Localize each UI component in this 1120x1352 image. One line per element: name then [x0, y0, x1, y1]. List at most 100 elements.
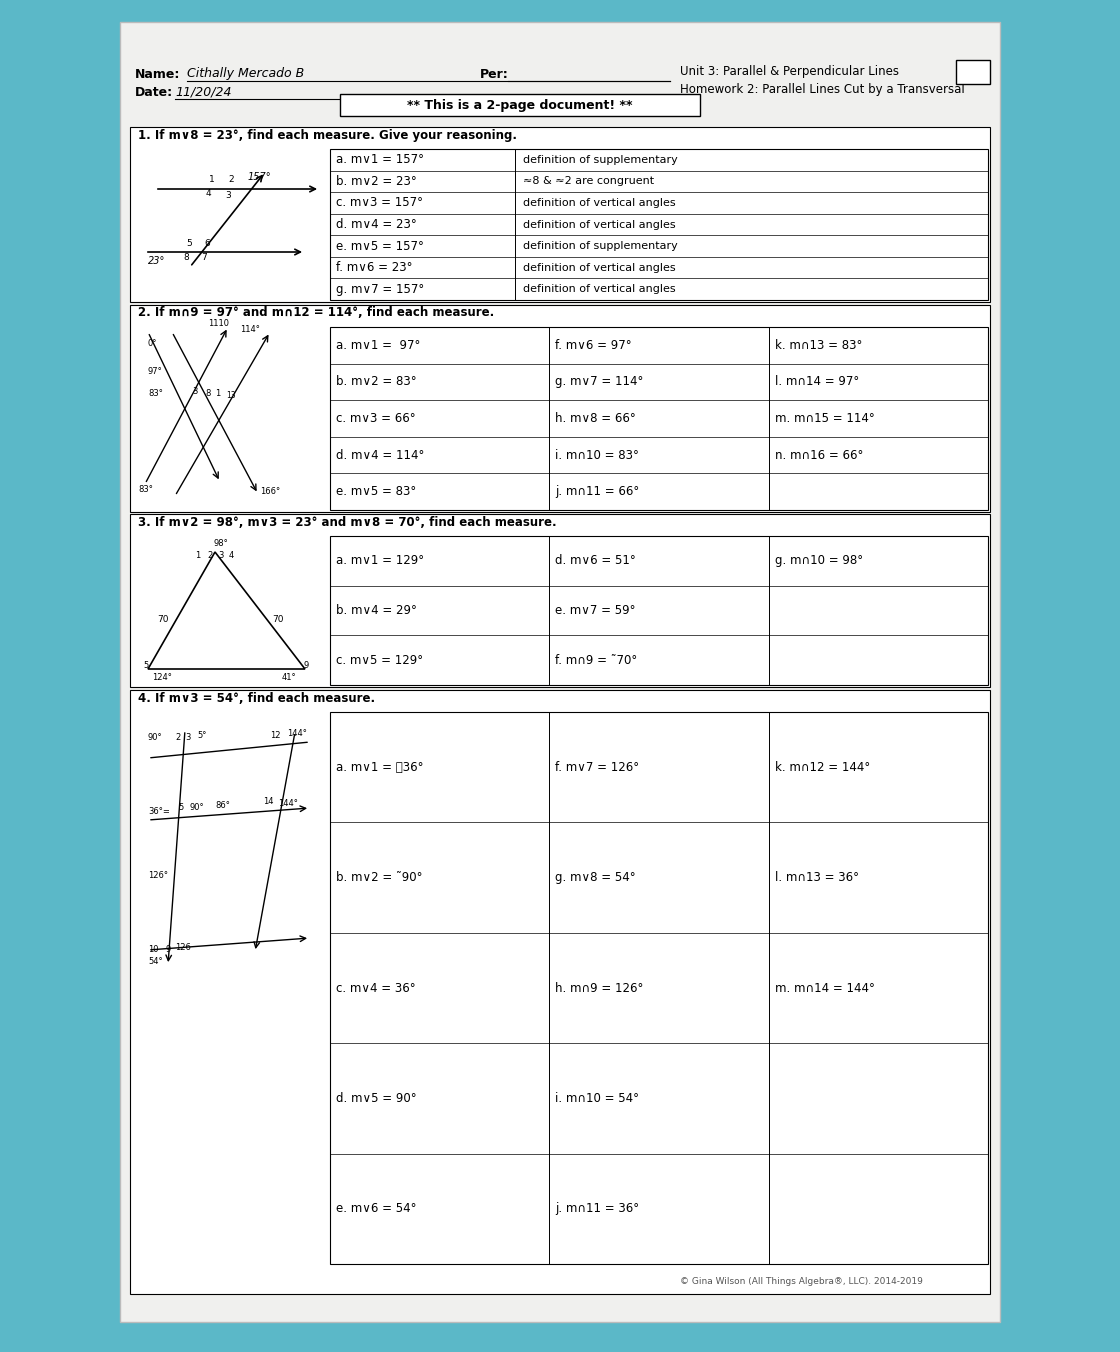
Text: 7: 7: [200, 253, 207, 261]
Text: 10: 10: [148, 945, 159, 955]
Text: 4: 4: [206, 189, 212, 199]
Text: 157°: 157°: [248, 172, 272, 183]
Text: b. m∨4 = 29°: b. m∨4 = 29°: [336, 604, 417, 617]
Text: b. m∨2 = 23°: b. m∨2 = 23°: [336, 174, 417, 188]
Text: m. m∩15 = 114°: m. m∩15 = 114°: [775, 412, 875, 425]
Text: 126°: 126°: [148, 871, 168, 880]
Text: 3: 3: [225, 191, 231, 200]
Text: g. m∨7 = 114°: g. m∨7 = 114°: [556, 376, 644, 388]
Text: 144°: 144°: [287, 730, 307, 738]
Text: 1: 1: [215, 389, 221, 399]
Text: 23°: 23°: [148, 256, 166, 266]
Text: g. m∩10 = 98°: g. m∩10 = 98°: [775, 554, 862, 568]
Text: 5: 5: [143, 661, 148, 669]
Bar: [340, 95, 700, 116]
Bar: [120, 22, 1000, 1322]
Text: Unit 3: Parallel & Perpendicular Lines: Unit 3: Parallel & Perpendicular Lines: [680, 65, 899, 78]
Text: 9: 9: [165, 945, 170, 955]
Text: k. m∩13 = 83°: k. m∩13 = 83°: [775, 339, 862, 352]
Text: e. m∨5 = 83°: e. m∨5 = 83°: [336, 485, 417, 498]
Bar: [330, 713, 988, 1264]
Text: ≈8 & ≈2 are congruent: ≈8 & ≈2 are congruent: [523, 176, 654, 187]
Text: c. m∨3 = 66°: c. m∨3 = 66°: [336, 412, 416, 425]
Text: 114°: 114°: [240, 326, 260, 334]
Text: 54°: 54°: [148, 957, 162, 967]
Text: 83°: 83°: [148, 389, 162, 399]
Text: m. m∩14 = 144°: m. m∩14 = 144°: [775, 982, 875, 995]
Text: 83°: 83°: [138, 485, 152, 495]
Text: 144°: 144°: [278, 799, 298, 808]
Text: a. m∨1 = 157°: a. m∨1 = 157°: [336, 153, 424, 166]
Text: definition of supplementary: definition of supplementary: [523, 154, 678, 165]
Bar: [330, 535, 988, 685]
Text: 3: 3: [192, 388, 197, 396]
Text: definition of vertical angles: definition of vertical angles: [523, 219, 675, 230]
Text: 8: 8: [183, 253, 189, 261]
Text: ** This is a 2-page document! **: ** This is a 2-page document! **: [408, 99, 633, 111]
Text: 2: 2: [175, 734, 180, 742]
Text: n. m∩16 = 66°: n. m∩16 = 66°: [775, 449, 864, 461]
Text: l. m∩13 = 36°: l. m∩13 = 36°: [775, 871, 859, 884]
Text: a. m∨1 = 129°: a. m∨1 = 129°: [336, 554, 424, 568]
Text: 13: 13: [226, 392, 235, 400]
Text: f. m∨6 = 23°: f. m∨6 = 23°: [336, 261, 412, 274]
Text: f. m∩9 = ˜70°: f. m∩9 = ˜70°: [556, 653, 637, 667]
Text: g. m∨8 = 54°: g. m∨8 = 54°: [556, 871, 636, 884]
Text: definition of vertical angles: definition of vertical angles: [523, 197, 675, 208]
Text: 3: 3: [218, 552, 223, 561]
Bar: [130, 127, 990, 301]
Text: 5: 5: [178, 803, 184, 813]
Text: 1. If m∨8 = 23°, find each measure. Give your reasoning.: 1. If m∨8 = 23°, find each measure. Give…: [138, 128, 517, 142]
Text: 90°: 90°: [148, 734, 162, 742]
Bar: [130, 514, 990, 687]
Text: Per:: Per:: [480, 68, 508, 81]
Text: © Gina Wilson (All Things Algebra®, LLC). 2014-2019: © Gina Wilson (All Things Algebra®, LLC)…: [680, 1278, 923, 1287]
Text: 1: 1: [209, 176, 215, 184]
Text: 166°: 166°: [260, 488, 280, 496]
Text: h. m∨8 = 66°: h. m∨8 = 66°: [556, 412, 636, 425]
Text: f. m∨6 = 97°: f. m∨6 = 97°: [556, 339, 632, 352]
Text: c. m∨4 = 36°: c. m∨4 = 36°: [336, 982, 416, 995]
Text: 14: 14: [263, 798, 273, 807]
Text: 2: 2: [228, 176, 234, 184]
Text: 97°: 97°: [148, 368, 162, 376]
Text: 70: 70: [272, 615, 283, 623]
Text: 0°: 0°: [148, 339, 158, 349]
Text: c. m∨5 = 129°: c. m∨5 = 129°: [336, 653, 423, 667]
Text: l. m∩14 = 97°: l. m∩14 = 97°: [775, 376, 859, 388]
Text: definition of vertical angles: definition of vertical angles: [523, 262, 675, 273]
Text: b. m∨2 = ˜90°: b. m∨2 = ˜90°: [336, 871, 422, 884]
Text: 126: 126: [175, 944, 190, 953]
Text: 11/20/24: 11/20/24: [175, 85, 232, 99]
Text: g. m∨7 = 157°: g. m∨7 = 157°: [336, 283, 424, 296]
Text: d. m∨4 = 23°: d. m∨4 = 23°: [336, 218, 417, 231]
Bar: [130, 690, 990, 1294]
Text: 3. If m∨2 = 98°, m∨3 = 23° and m∨8 = 70°, find each measure.: 3. If m∨2 = 98°, m∨3 = 23° and m∨8 = 70°…: [138, 515, 557, 529]
Text: 3: 3: [185, 734, 190, 742]
Text: i. m∩10 = 83°: i. m∩10 = 83°: [556, 449, 640, 461]
Text: j. m∩11 = 66°: j. m∩11 = 66°: [556, 485, 640, 498]
Bar: [330, 327, 988, 510]
Bar: [330, 149, 988, 300]
Text: 6: 6: [204, 238, 209, 247]
Text: 9: 9: [304, 661, 308, 669]
Text: 86°: 86°: [215, 802, 230, 810]
Text: h. m∩9 = 126°: h. m∩9 = 126°: [556, 982, 644, 995]
Text: 124°: 124°: [152, 672, 171, 681]
Text: 1110: 1110: [208, 319, 228, 329]
Text: 70: 70: [157, 615, 168, 623]
Text: e. m∨5 = 157°: e. m∨5 = 157°: [336, 239, 423, 253]
Text: a. m∨1 = ͐36°: a. m∨1 = ͐36°: [336, 761, 423, 773]
Text: e. m∨7 = 59°: e. m∨7 = 59°: [556, 604, 636, 617]
Text: d. m∨6 = 51°: d. m∨6 = 51°: [556, 554, 636, 568]
Text: 1: 1: [195, 552, 200, 561]
Text: 12: 12: [270, 731, 280, 741]
Text: definition of vertical angles: definition of vertical angles: [523, 284, 675, 295]
Text: e. m∨6 = 54°: e. m∨6 = 54°: [336, 1202, 417, 1215]
Text: 4: 4: [228, 552, 234, 561]
Text: Name:: Name:: [136, 68, 180, 81]
Text: 4. If m∨3 = 54°, find each measure.: 4. If m∨3 = 54°, find each measure.: [138, 691, 375, 704]
Text: 98°: 98°: [213, 539, 227, 549]
Text: Cithally Mercado B: Cithally Mercado B: [187, 68, 305, 81]
Text: definition of supplementary: definition of supplementary: [523, 241, 678, 251]
